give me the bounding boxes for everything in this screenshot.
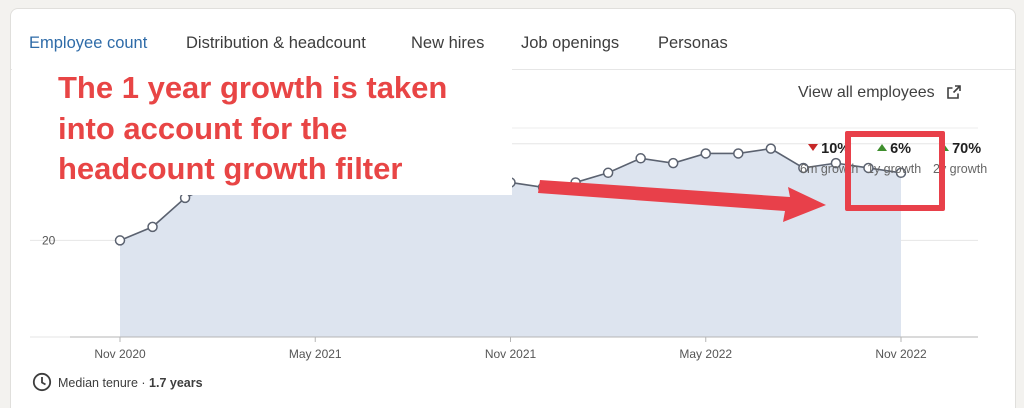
growth-2y-label: 2y growth: [933, 162, 988, 176]
x-tick-label: Nov 2022: [875, 347, 927, 361]
annotation-backdrop: [12, 58, 512, 195]
data-point: [667, 157, 679, 169]
growth-2y-value: 70%: [952, 141, 982, 157]
x-tick-label: May 2022: [679, 347, 732, 361]
data-point: [733, 148, 744, 159]
growth-6m-value: 10%: [821, 141, 851, 157]
data-point: [700, 148, 711, 159]
data-point: [863, 162, 874, 174]
data-point: [114, 235, 126, 246]
down-arrow-icon: [808, 144, 819, 151]
x-tick-label: Nov 2021: [485, 347, 537, 361]
annotation-highlight-box: [845, 131, 945, 211]
clock-icon: [32, 372, 52, 395]
data-point: [765, 143, 777, 154]
data-point: [635, 153, 646, 164]
growth-1y-label: 1y growth: [867, 162, 922, 176]
tab-job-openings[interactable]: Job openings: [521, 34, 620, 52]
tab-new-hires[interactable]: New hires: [411, 34, 485, 52]
x-tick-label: May 2021: [289, 347, 342, 361]
view-all-employees-link[interactable]: View all employees: [798, 84, 961, 104]
annotation-arrow-shape: [538, 180, 826, 222]
y-tick-label: 20: [42, 233, 56, 247]
x-tick-label: Nov 2020: [94, 347, 146, 361]
up-arrow-icon: [877, 144, 888, 151]
growth-6m-label: 6m growth: [800, 162, 859, 176]
growth-1y-value: 6%: [890, 141, 912, 157]
tenure-value: 1.7 years: [149, 376, 203, 390]
view-all-label: View all employees: [798, 84, 935, 101]
data-point: [147, 221, 158, 233]
tenure-label: Median tenure: [58, 376, 138, 390]
tenure-separator: ·: [137, 376, 150, 390]
median-tenure: Median tenure · 1.7 years: [32, 372, 203, 395]
data-point: [830, 157, 842, 169]
data-point: [602, 167, 614, 179]
growth-stat-6m: 10% 6m growth: [800, 141, 858, 176]
growth-stat-1y: 6% 1y growth: [867, 141, 921, 176]
tab-distribution-headcount[interactable]: Distribution & headcount: [186, 34, 366, 52]
data-point: [798, 162, 809, 174]
data-point: [895, 167, 907, 179]
annotation-text: The 1 year growth is taken into account …: [58, 70, 448, 186]
external-link-icon: [947, 85, 961, 104]
tab-personas[interactable]: Personas: [658, 34, 728, 52]
